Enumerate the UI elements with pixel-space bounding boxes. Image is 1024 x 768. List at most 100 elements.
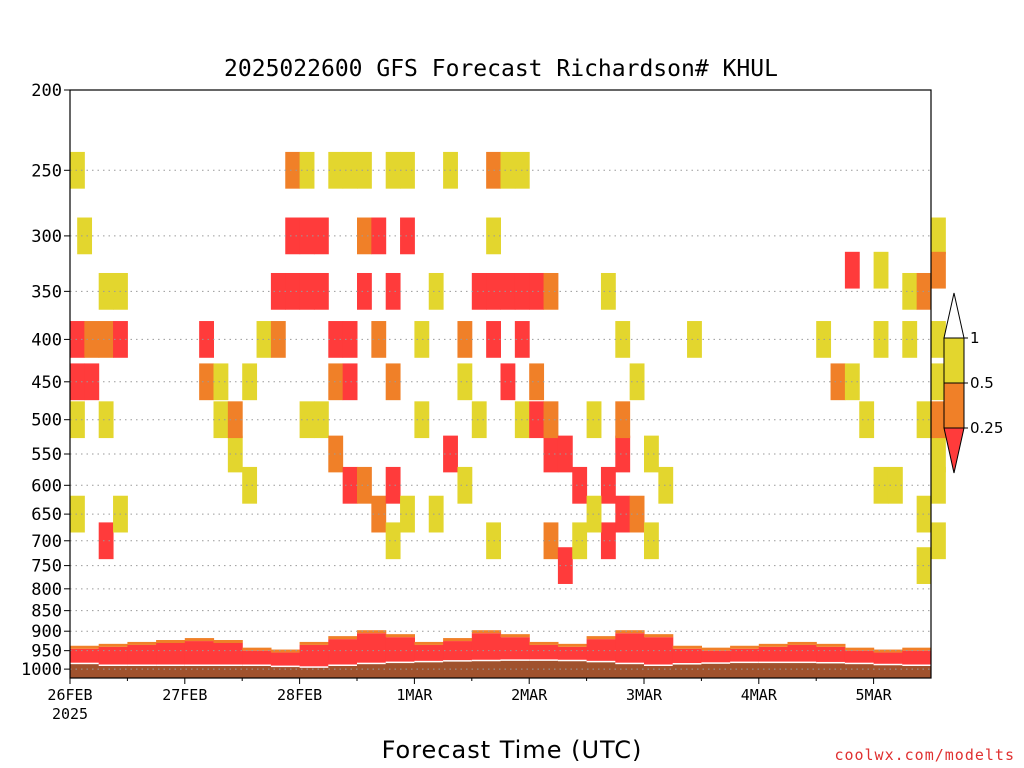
ri-cell bbox=[328, 363, 344, 401]
ri-cell bbox=[357, 217, 372, 255]
ri-cell bbox=[931, 217, 946, 255]
ground-fill bbox=[844, 663, 875, 678]
boundary-layer-band bbox=[70, 648, 100, 664]
ri-cell bbox=[70, 363, 85, 401]
ri-cell bbox=[844, 251, 860, 289]
ground-fill bbox=[557, 660, 588, 678]
ri-cell bbox=[830, 363, 846, 401]
ri-cell bbox=[600, 522, 616, 560]
x-tick-label: 1MAR bbox=[396, 686, 433, 704]
ground-fill bbox=[70, 663, 100, 678]
surface-line bbox=[127, 664, 157, 666]
ri-cell bbox=[457, 321, 473, 358]
legend-swatch-orange bbox=[943, 382, 965, 429]
boundary-layer-edge bbox=[328, 636, 358, 640]
ri-cell bbox=[400, 217, 415, 255]
ri-cell bbox=[457, 466, 473, 504]
ground-fill bbox=[213, 665, 243, 678]
boundary-layer-band bbox=[586, 639, 616, 662]
boundary-layer-band bbox=[615, 633, 645, 664]
boundary-layer-band bbox=[242, 650, 272, 666]
ri-cell bbox=[586, 401, 602, 439]
surface-line bbox=[758, 661, 789, 664]
ri-cell bbox=[543, 522, 559, 560]
ri-cell bbox=[70, 321, 85, 358]
plot-frame bbox=[69, 89, 932, 679]
ri-cell bbox=[428, 495, 444, 533]
ri-cell bbox=[285, 272, 301, 310]
surface-line bbox=[213, 664, 243, 666]
y-tick-label: 500 bbox=[31, 411, 62, 431]
boundary-layer-band bbox=[529, 644, 559, 661]
boundary-layer-edge bbox=[414, 641, 444, 645]
surface-line bbox=[615, 662, 645, 665]
boundary-layer-band bbox=[443, 641, 473, 662]
surface-line bbox=[443, 660, 473, 662]
legend-label: 0.25 bbox=[970, 419, 1003, 437]
y-tick-label: 750 bbox=[31, 557, 62, 577]
surface-line bbox=[270, 665, 301, 668]
ri-cell bbox=[313, 272, 329, 310]
ri-cell bbox=[529, 363, 545, 401]
surface-line bbox=[844, 662, 875, 665]
surface-line bbox=[98, 664, 128, 666]
x-tick-label: 26FEB bbox=[47, 686, 92, 704]
ground-fill bbox=[701, 663, 731, 678]
ri-cell bbox=[70, 401, 85, 439]
boundary-layer-edge bbox=[385, 634, 415, 638]
legend-label: 0.5 bbox=[970, 374, 994, 392]
ri-cell bbox=[414, 321, 430, 358]
boundary-layer-edge bbox=[213, 640, 243, 644]
ri-cell bbox=[385, 363, 401, 401]
ri-cell bbox=[70, 151, 85, 189]
ri-cell bbox=[98, 522, 114, 560]
boundary-layer-edge bbox=[557, 643, 588, 647]
ri-cell bbox=[586, 495, 602, 533]
credit-text: coolwx.com/modelts bbox=[834, 746, 1015, 764]
surface-line bbox=[156, 664, 186, 666]
boundary-layer-band bbox=[816, 646, 846, 663]
ri-cell bbox=[931, 466, 946, 504]
ri-cell bbox=[644, 435, 659, 473]
boundary-layer-band bbox=[902, 650, 931, 666]
y-tick-label: 450 bbox=[31, 373, 62, 393]
ri-cell bbox=[385, 272, 401, 310]
ri-cell bbox=[98, 321, 114, 358]
ground-fill bbox=[184, 665, 215, 678]
ground-fill bbox=[414, 661, 444, 678]
boundary-layer-edge bbox=[644, 634, 674, 638]
boundary-layer-edge bbox=[787, 641, 817, 645]
ri-cell bbox=[529, 272, 545, 310]
boundary-layer-edge bbox=[443, 638, 473, 642]
ri-cell bbox=[270, 321, 286, 358]
y-tick-label: 250 bbox=[31, 161, 62, 181]
ri-cell bbox=[916, 495, 932, 533]
chart-title: 2025022600 GFS Forecast Richardson# KHUL bbox=[224, 56, 778, 82]
boundary-layer-band bbox=[213, 643, 243, 666]
ri-cell bbox=[385, 151, 401, 189]
boundary-layer-band bbox=[270, 652, 301, 667]
surface-line bbox=[529, 659, 559, 661]
surface-line bbox=[299, 666, 329, 668]
ri-cell bbox=[400, 151, 415, 189]
ri-cell bbox=[615, 495, 631, 533]
ri-cell bbox=[615, 435, 631, 473]
ri-cell bbox=[400, 495, 415, 533]
boundary-layer-band bbox=[385, 637, 415, 663]
boundary-layer-edge bbox=[701, 647, 731, 651]
y-tick-label: 600 bbox=[31, 476, 62, 496]
ground-fill bbox=[385, 662, 415, 678]
ri-cell bbox=[357, 466, 372, 504]
boundary-layer-band bbox=[299, 644, 329, 668]
ground-fill bbox=[902, 665, 931, 678]
ri-cell bbox=[342, 321, 358, 358]
ri-cell bbox=[313, 217, 329, 255]
ri-cell bbox=[529, 401, 545, 439]
y-tick-label: 900 bbox=[31, 622, 62, 642]
boundary-layer-edge bbox=[615, 630, 645, 634]
y-tick-label: 550 bbox=[31, 445, 62, 465]
boundary-layer-band bbox=[98, 646, 128, 666]
x-tick-label: 5MAR bbox=[856, 686, 893, 704]
ri-cell bbox=[328, 151, 344, 189]
